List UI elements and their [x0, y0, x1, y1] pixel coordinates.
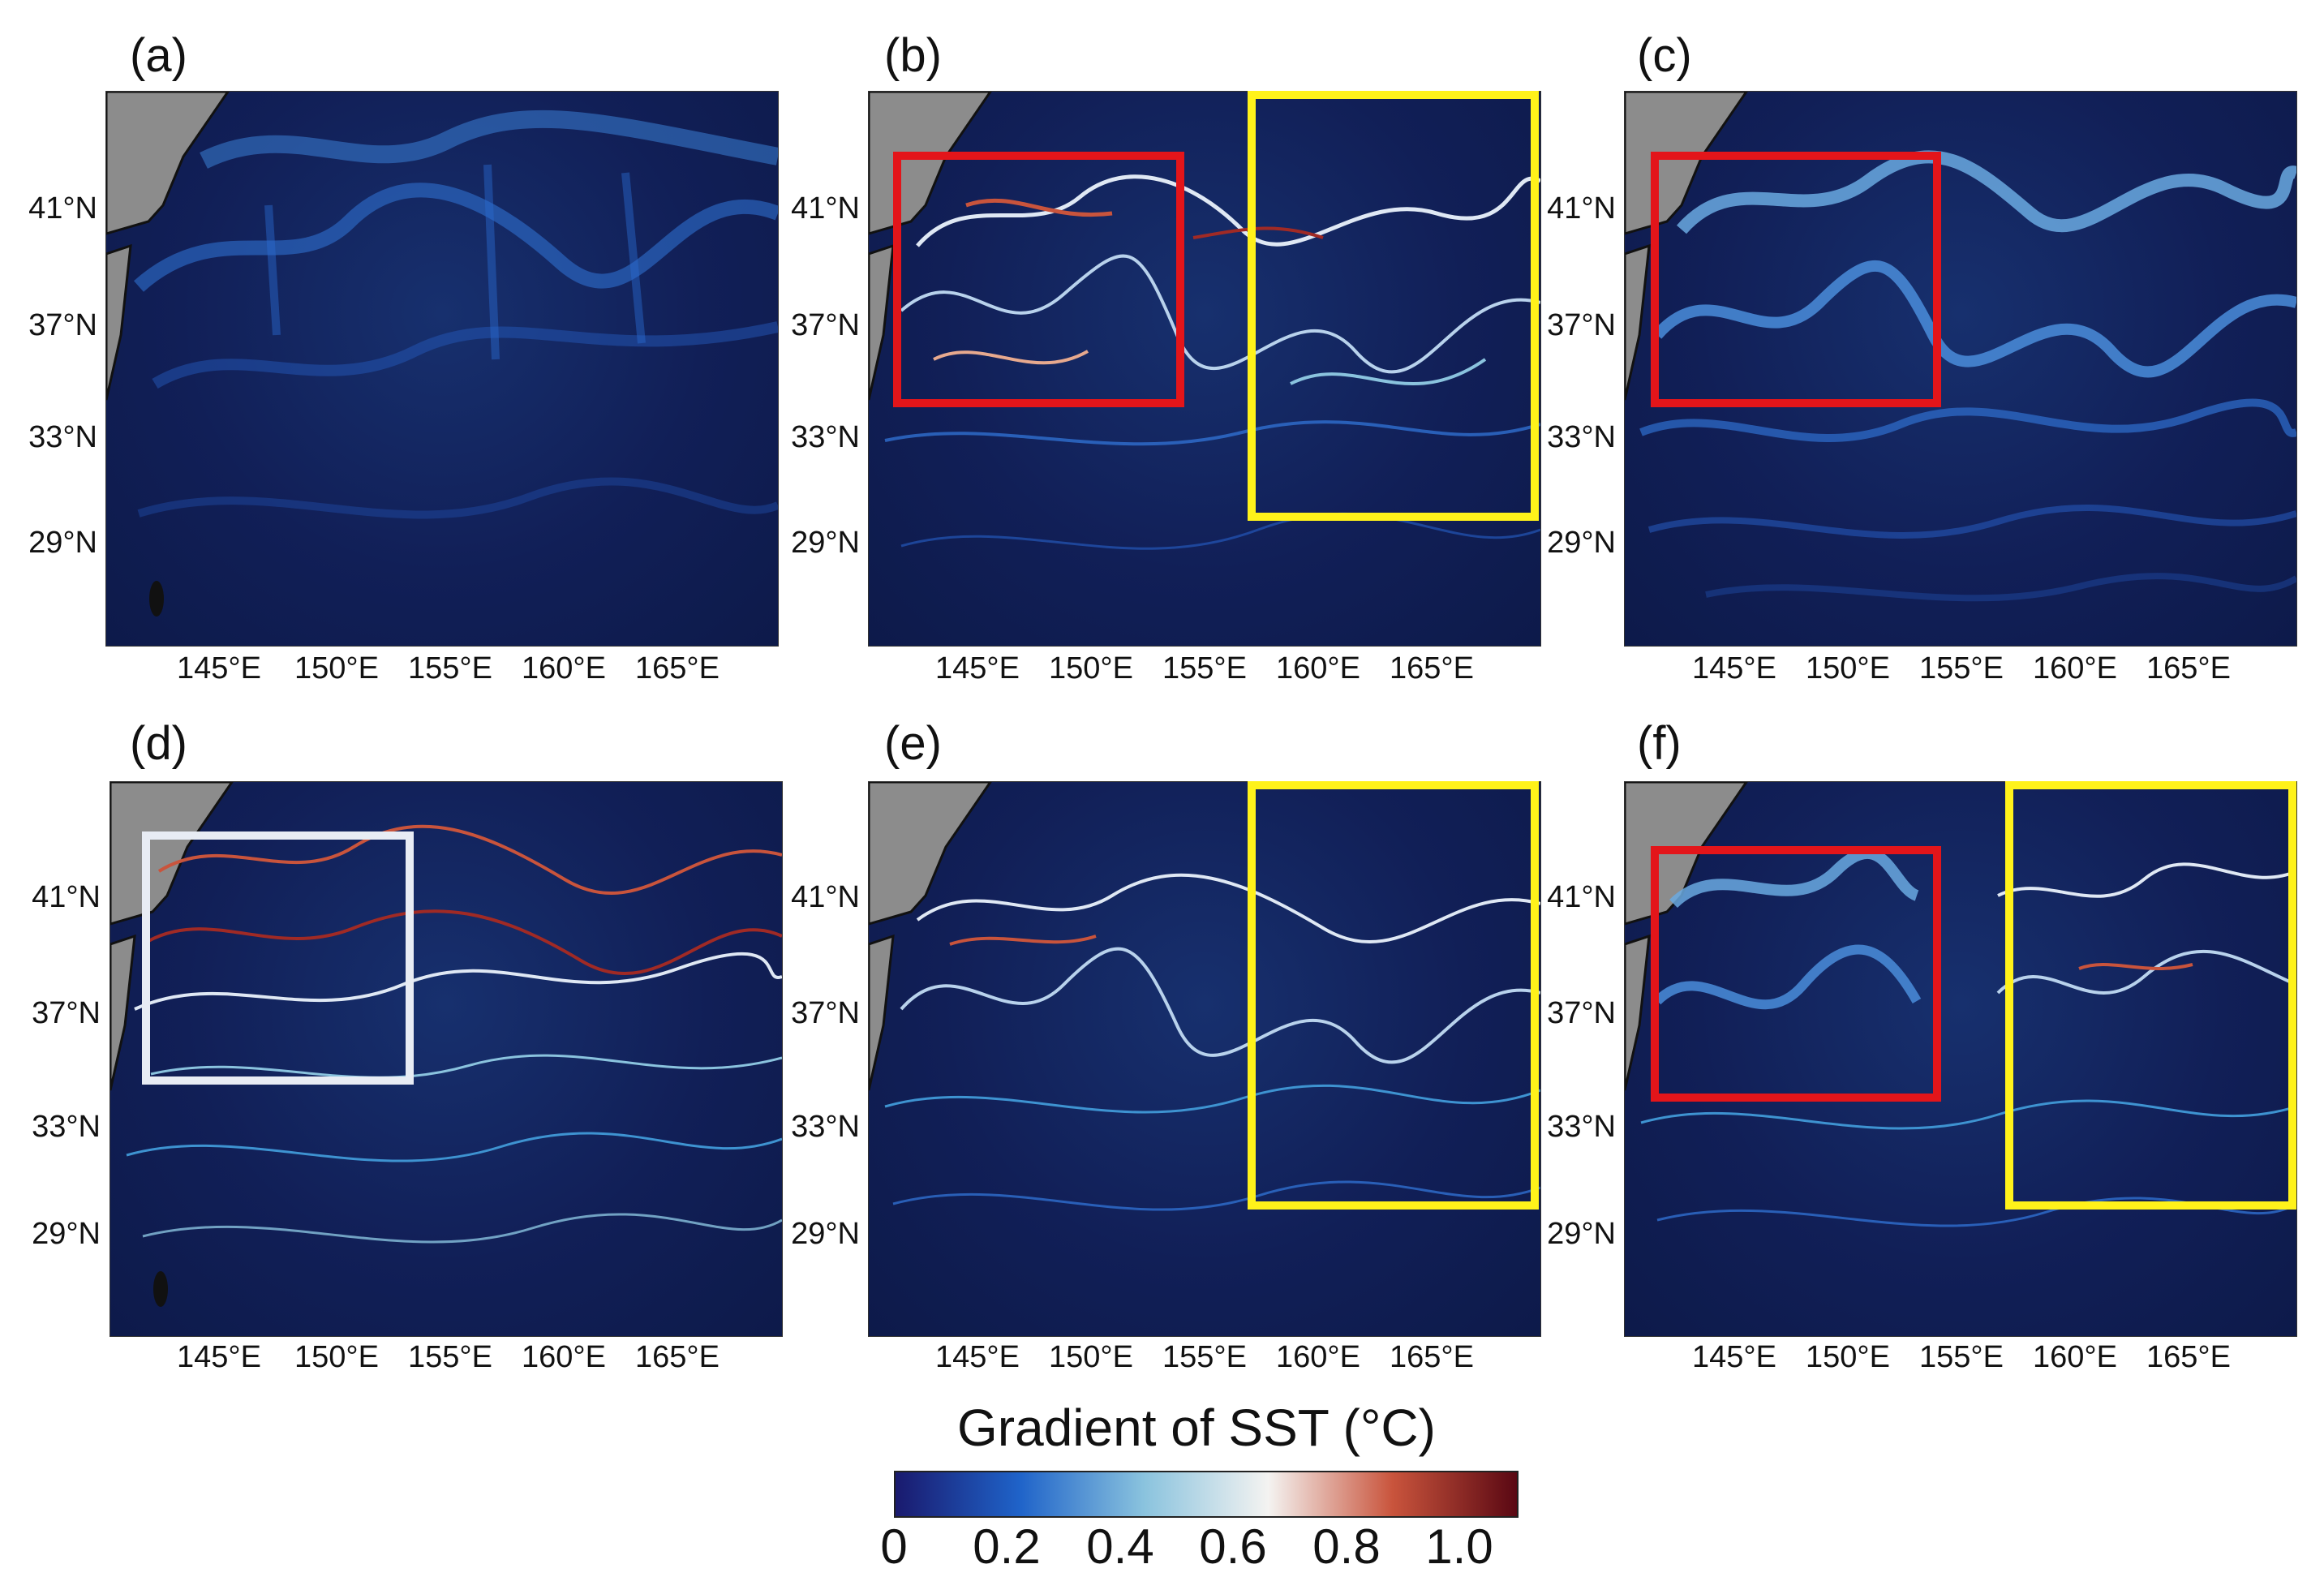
lon-label-145e-a: 145°E [177, 651, 261, 685]
colorbar-tick-0: 0 [880, 1519, 908, 1574]
lon-label-165e-b: 165°E [1390, 651, 1474, 685]
lon-label-150e-e: 150°E [1049, 1340, 1133, 1374]
panel-label-b: (b) [884, 29, 942, 82]
lon-label-160e-a: 160°E [522, 651, 606, 685]
lat-label-41n-d: 41°N [32, 880, 101, 914]
lat-label-37n-d: 37°N [32, 996, 101, 1030]
lat-label-41n-e: 41°N [791, 880, 860, 914]
colorbar-title: Gradient of SST (°C) [957, 1399, 1436, 1457]
yellow-box-e [1248, 781, 1539, 1210]
lon-label-160e-f: 160°E [2033, 1340, 2117, 1374]
panel-label-c: (c) [1637, 29, 1692, 82]
lon-label-155e-e: 155°E [1162, 1340, 1247, 1374]
red-box-b [893, 152, 1184, 407]
lat-label-37n-a: 37°N [28, 308, 97, 342]
lon-label-160e-d: 160°E [522, 1340, 606, 1374]
lon-label-145e-c: 145°E [1692, 651, 1776, 685]
lat-label-41n-f: 41°N [1547, 880, 1616, 914]
map-panel-a [105, 91, 779, 647]
lon-label-155e-c: 155°E [1919, 651, 2004, 685]
lon-label-150e-d: 150°E [294, 1340, 379, 1374]
lon-label-165e-f: 165°E [2146, 1340, 2231, 1374]
sst-gradient-map-a [106, 92, 778, 617]
lon-label-150e-f: 150°E [1806, 1340, 1890, 1374]
lon-label-145e-e: 145°E [935, 1340, 1020, 1374]
lon-label-165e-d: 165°E [635, 1340, 720, 1374]
map-panel-b [868, 91, 1541, 647]
lon-label-160e-e: 160°E [1276, 1340, 1360, 1374]
lon-label-160e-b: 160°E [1276, 651, 1360, 685]
lat-label-33n-b: 33°N [791, 420, 860, 454]
red-box-f [1651, 846, 1941, 1102]
lat-label-33n-d: 33°N [32, 1110, 101, 1144]
lat-label-29n-a: 29°N [28, 526, 97, 560]
lat-label-37n-b: 37°N [791, 308, 860, 342]
lat-label-33n-e: 33°N [791, 1110, 860, 1144]
lon-label-165e-e: 165°E [1390, 1340, 1474, 1374]
lat-label-29n-d: 29°N [32, 1217, 101, 1251]
lat-label-41n-a: 41°N [28, 191, 97, 226]
sst-gradient-map-e [869, 782, 1540, 1211]
lat-label-29n-e: 29°N [791, 1217, 860, 1251]
lon-label-150e-a: 150°E [294, 651, 379, 685]
lat-label-41n-c: 41°N [1547, 191, 1616, 226]
lat-label-29n-c: 29°N [1547, 526, 1616, 560]
colorbar-tick-0.2: 0.2 [973, 1519, 1041, 1574]
lat-label-37n-e: 37°N [791, 996, 860, 1030]
panel-label-e: (e) [884, 717, 942, 770]
lon-label-165e-a: 165°E [635, 651, 720, 685]
lon-label-145e-d: 145°E [177, 1340, 261, 1374]
panel-label-a: (a) [130, 29, 187, 82]
colorbar-tick-1.0: 1.0 [1425, 1519, 1493, 1574]
lon-label-165e-c: 165°E [2146, 651, 2231, 685]
colorbar-tick-0.4: 0.4 [1086, 1519, 1154, 1574]
lat-label-29n-b: 29°N [791, 526, 860, 560]
lat-label-37n-c: 37°N [1547, 308, 1616, 342]
red-box-c [1651, 152, 1941, 407]
yellow-box-f [2005, 781, 2296, 1210]
lon-label-150e-b: 150°E [1049, 651, 1133, 685]
panel-label-f: (f) [1637, 717, 1682, 770]
colorbar-tick-0.6: 0.6 [1199, 1519, 1267, 1574]
lon-label-145e-f: 145°E [1692, 1340, 1776, 1374]
colorbar [894, 1471, 1519, 1518]
lat-label-33n-a: 33°N [28, 420, 97, 454]
lon-label-155e-d: 155°E [408, 1340, 492, 1374]
map-panel-d [110, 781, 783, 1337]
map-panel-f [1624, 781, 2297, 1337]
lat-label-33n-f: 33°N [1547, 1110, 1616, 1144]
lon-label-145e-b: 145°E [935, 651, 1020, 685]
lon-label-155e-b: 155°E [1162, 651, 1247, 685]
map-panel-c [1624, 91, 2297, 647]
lat-label-29n-f: 29°N [1547, 1217, 1616, 1251]
lat-label-33n-c: 33°N [1547, 420, 1616, 454]
map-panel-e [868, 781, 1541, 1337]
lat-label-41n-b: 41°N [791, 191, 860, 226]
colorbar-tick-0.8: 0.8 [1312, 1519, 1381, 1574]
lat-label-37n-f: 37°N [1547, 996, 1616, 1030]
lon-label-160e-c: 160°E [2033, 651, 2117, 685]
panel-label-d: (d) [130, 717, 187, 770]
sst-gradient-map-d [110, 782, 782, 1307]
lon-label-150e-c: 150°E [1806, 651, 1890, 685]
lon-label-155e-f: 155°E [1919, 1340, 2004, 1374]
white-box-d [142, 831, 414, 1085]
yellow-box-b [1248, 91, 1539, 521]
lon-label-155e-a: 155°E [408, 651, 492, 685]
